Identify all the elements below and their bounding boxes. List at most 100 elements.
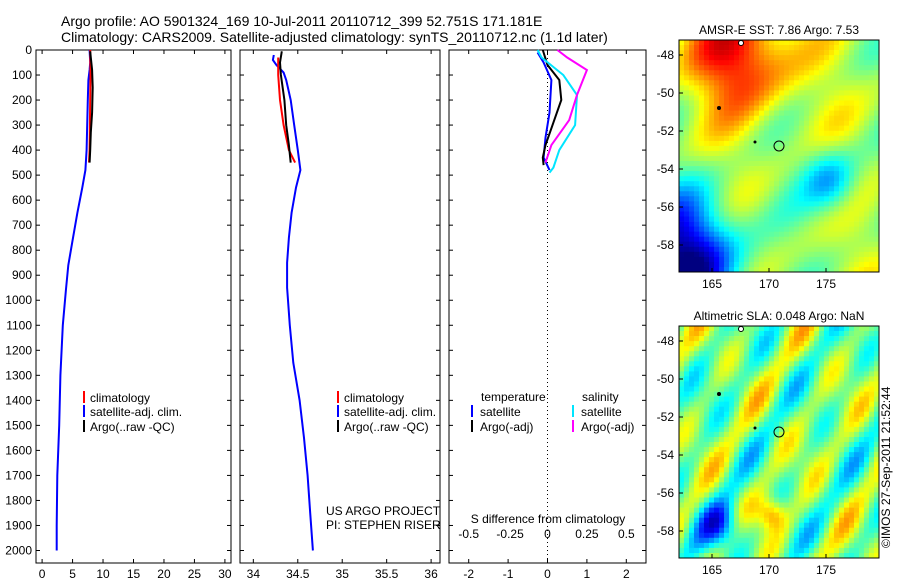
- map-x-tick-label: 170: [759, 563, 779, 577]
- map-cell: [749, 331, 755, 337]
- map-cell: [724, 447, 730, 453]
- map-cell: [739, 216, 745, 222]
- map-cell: [839, 267, 845, 273]
- map-cell: [709, 211, 715, 217]
- map-cell: [829, 181, 835, 187]
- map-cell: [744, 100, 750, 106]
- map-cell: [694, 90, 700, 96]
- map-cell: [694, 452, 700, 458]
- map-cell: [844, 85, 850, 91]
- map-cell: [724, 130, 730, 137]
- map-cell: [824, 120, 830, 127]
- map-cell: [809, 421, 815, 428]
- map-cell: [854, 442, 860, 448]
- map-cell: [799, 371, 805, 377]
- map-cell: [754, 115, 760, 122]
- map-cell: [739, 206, 745, 212]
- map-cell: [804, 547, 810, 554]
- map-cell: [774, 90, 780, 96]
- map-cell: [739, 80, 745, 86]
- map-cell: [844, 487, 850, 493]
- map-cell: [684, 151, 690, 157]
- map-cell: [749, 522, 755, 529]
- map-cell: [714, 251, 720, 258]
- map-cell: [769, 156, 775, 162]
- map-cell: [714, 45, 720, 51]
- map-cell: [724, 70, 730, 76]
- map-cell: [859, 336, 865, 342]
- map-cell: [809, 221, 815, 227]
- map-cell: [814, 487, 820, 493]
- map-cell: [769, 462, 775, 468]
- map-cell: [799, 507, 805, 513]
- map-cell: [744, 366, 750, 372]
- map-cell: [819, 267, 825, 273]
- map-cell: [689, 346, 695, 352]
- map-cell: [774, 336, 780, 342]
- map-cell: [809, 181, 815, 187]
- map-cell: [814, 502, 820, 508]
- map-cell: [714, 522, 720, 529]
- map-cell: [734, 176, 740, 182]
- map-cell: [839, 472, 845, 478]
- map-cell: [689, 60, 695, 66]
- map-sst: [678, 39, 880, 273]
- legend-label: climatology: [344, 391, 404, 405]
- map-cell: [729, 186, 735, 192]
- map-cell: [719, 437, 725, 443]
- map-cell: [704, 527, 710, 534]
- map-cell: [869, 447, 875, 453]
- map-cell: [754, 50, 760, 56]
- map-cell: [864, 95, 870, 101]
- map-cell: [839, 396, 845, 402]
- map-cell: [794, 371, 800, 377]
- map-cell: [709, 70, 715, 76]
- map-cell: [719, 75, 725, 81]
- map-cell: [729, 216, 735, 222]
- map-cell: [764, 211, 770, 217]
- map-cell: [794, 447, 800, 453]
- map-cell: [829, 241, 835, 248]
- map-cell: [694, 532, 700, 539]
- map-cell: [869, 211, 875, 217]
- map-cell: [844, 65, 850, 71]
- map-cell: [814, 553, 820, 559]
- map-cell: [824, 125, 830, 132]
- map-cell: [754, 151, 760, 157]
- map-cell: [724, 431, 730, 438]
- map-cell: [794, 161, 800, 167]
- map-cell: [764, 75, 770, 81]
- map-cell: [749, 161, 755, 167]
- map-cell: [839, 537, 845, 544]
- map-cell: [694, 156, 700, 162]
- map-cell: [684, 196, 690, 202]
- map-cell: [809, 40, 815, 46]
- map-cell: [859, 145, 865, 152]
- map-cell: [799, 181, 805, 187]
- map-cell: [719, 70, 725, 76]
- map-cell: [804, 331, 810, 337]
- map-cell: [699, 376, 705, 382]
- map-cell: [834, 391, 840, 397]
- map-cell: [774, 326, 780, 332]
- map-cell: [834, 196, 840, 202]
- map-cell: [874, 351, 880, 357]
- map-cell: [779, 85, 785, 91]
- map-cell: [789, 391, 795, 397]
- map-cell: [754, 236, 760, 243]
- map-cell: [859, 401, 865, 408]
- map-cell: [804, 221, 810, 227]
- map-cell: [704, 135, 710, 142]
- map-cell: [734, 462, 740, 468]
- map-cell: [724, 85, 730, 91]
- map-cell: [859, 457, 865, 463]
- map-cell: [744, 331, 750, 337]
- map-cell: [844, 396, 850, 402]
- map-cell: [714, 186, 720, 192]
- map-cell: [774, 517, 780, 524]
- map-cell: [724, 512, 730, 518]
- map-cell: [819, 331, 825, 337]
- map-cell: [739, 191, 745, 197]
- map-cell: [764, 502, 770, 508]
- map-cell: [759, 45, 765, 51]
